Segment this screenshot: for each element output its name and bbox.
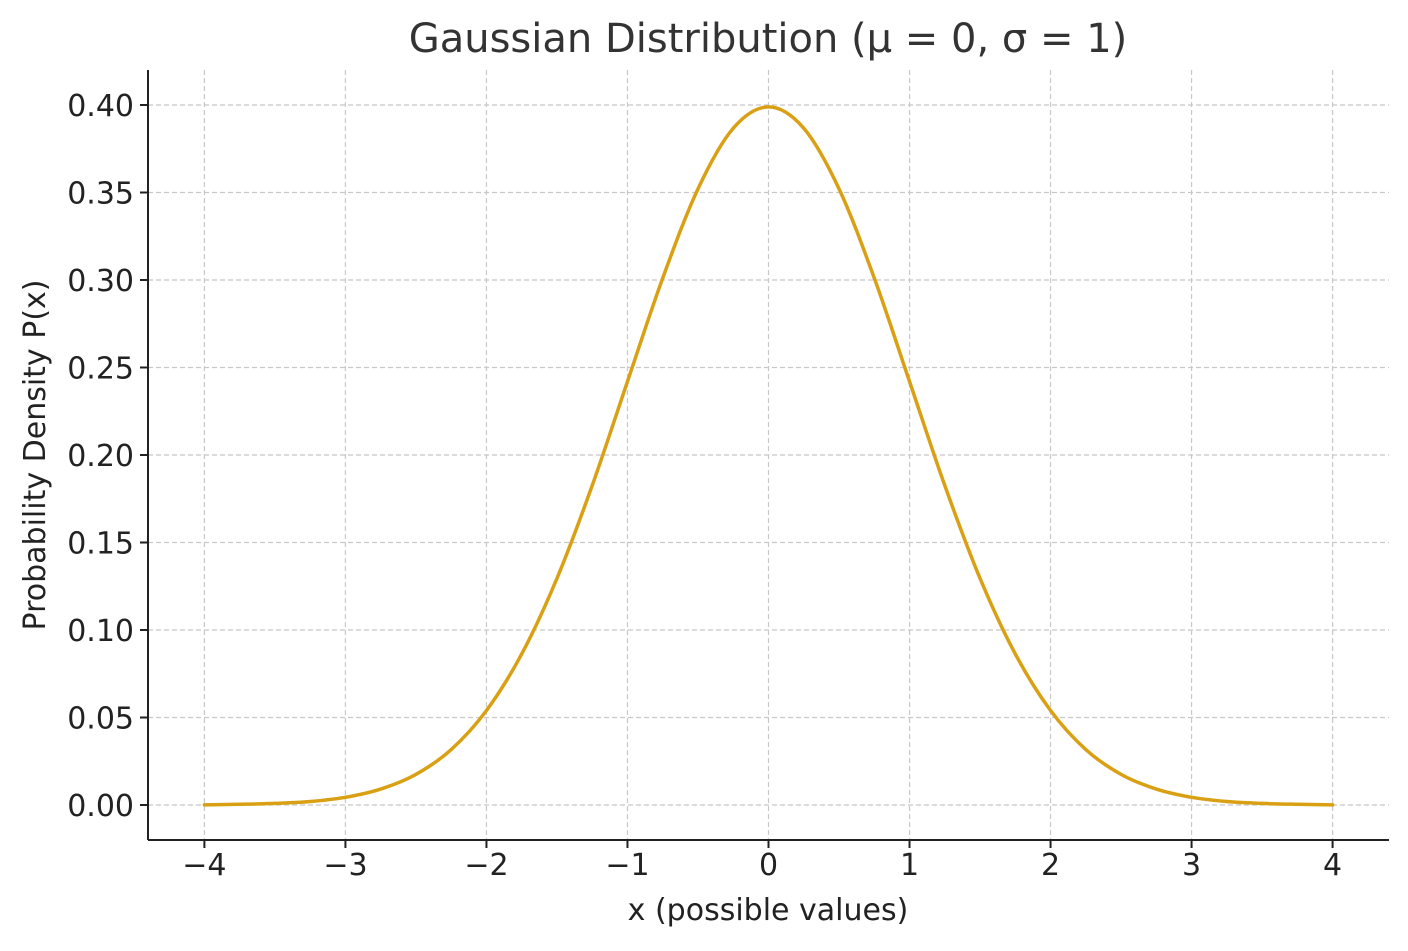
curve-data-point <box>802 126 806 130</box>
curve-data-point <box>1260 801 1264 806</box>
curve-data-point <box>907 379 912 384</box>
y-tick-label: 0.35 <box>67 177 134 212</box>
y-tick-label: 0.30 <box>67 264 134 299</box>
curve-data-point <box>978 576 982 580</box>
curve-data-point <box>731 126 735 130</box>
curve-data-point <box>1189 795 1194 799</box>
curve-data-point <box>273 801 277 806</box>
curve-data-point <box>202 803 207 807</box>
curve-data-point <box>449 747 453 752</box>
curve-data-point <box>872 276 876 280</box>
x-ticks: −4 −3 −2 −1 0 1 2 3 4 <box>182 840 1342 883</box>
curve-data-point <box>1225 799 1229 804</box>
x-tick-label: −3 <box>323 848 367 883</box>
curve-data-point <box>1119 772 1123 776</box>
data-points <box>202 105 1335 807</box>
y-axis-label: Probability Density P(x) <box>18 280 53 631</box>
x-tick-label: −2 <box>464 848 508 883</box>
y-tick-label: 0.05 <box>67 702 134 737</box>
x-tick-label: 1 <box>900 848 919 883</box>
curve-data-point <box>555 576 559 580</box>
y-tick-label: 0.20 <box>67 439 134 474</box>
x-tick-label: −1 <box>605 848 649 883</box>
x-tick-label: −4 <box>182 848 226 883</box>
y-tick-label: 0.00 <box>67 789 134 824</box>
y-ticks: 0.00 0.05 0.10 0.15 0.20 0.25 0.30 0.35 0.40 <box>67 89 148 824</box>
curve-data-point <box>1154 787 1158 791</box>
curve-data-point <box>484 708 489 713</box>
x-tick-label: 4 <box>1323 848 1342 883</box>
curve-data-point <box>943 483 947 488</box>
curve-data-point <box>837 187 841 191</box>
curve-data-point <box>696 187 700 191</box>
chart-title: Gaussian Distribution (μ = 0, σ = 1) <box>409 16 1128 62</box>
curve-data-point <box>238 802 242 806</box>
curve-data-point <box>414 772 418 776</box>
curve-data-point <box>625 379 630 384</box>
x-axis-label: x (possible values) <box>628 893 909 928</box>
curve-data-point <box>343 795 348 799</box>
curve-data-point <box>766 105 771 109</box>
curve-data-point <box>1048 708 1053 713</box>
y-tick-label: 0.15 <box>67 527 134 562</box>
curve-data-point <box>1013 652 1017 656</box>
curve-data-point <box>1295 802 1299 806</box>
curve-data-point <box>520 652 524 656</box>
x-tick-label: 0 <box>759 848 778 883</box>
curve-data-point <box>308 799 312 804</box>
curve-data-point <box>1084 747 1088 752</box>
y-tick-label: 0.10 <box>67 614 134 649</box>
curve-data-point <box>590 483 594 488</box>
x-tick-label: 3 <box>1182 848 1201 883</box>
y-tick-label: 0.25 <box>67 352 134 387</box>
curve-data-point <box>661 276 665 280</box>
grid-lines <box>148 70 1389 840</box>
curve-data-point <box>379 787 383 791</box>
x-tick-label: 2 <box>1041 848 1060 883</box>
curve-data-point <box>1330 803 1335 807</box>
y-tick-label: 0.40 <box>67 89 134 124</box>
